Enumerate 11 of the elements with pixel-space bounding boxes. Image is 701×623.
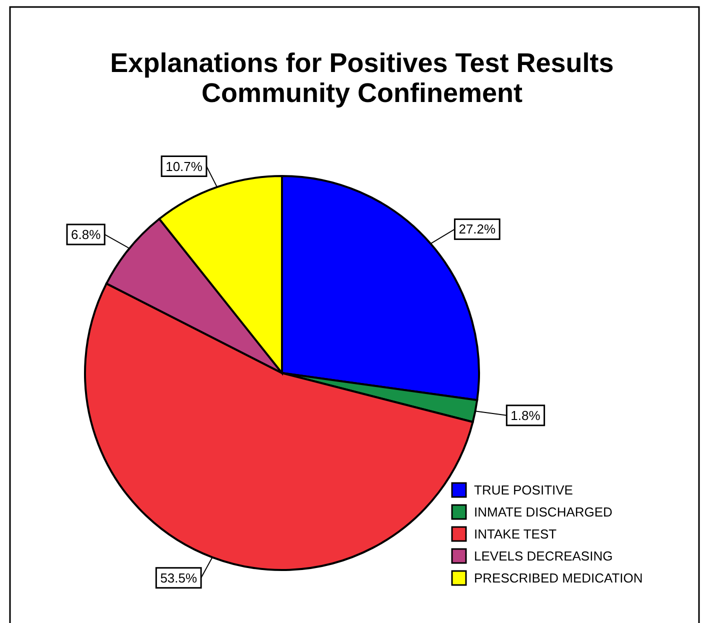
legend-label: LEVELS DECREASING [474, 548, 613, 564]
legend-label: INTAKE TEST [474, 526, 557, 542]
data-label: 1.8% [510, 408, 541, 423]
data-label: 6.8% [71, 226, 102, 242]
legend-label: TRUE POSITIVE [474, 482, 574, 498]
data-label: 10.7% [166, 158, 203, 174]
chart-title: Explanations for Positives Test Results Community Confinement [110, 48, 614, 108]
data-label: 27.2% [458, 222, 496, 237]
legend-label: PRESCRIBED MEDICATION [474, 570, 643, 586]
data-label: 53.5% [160, 570, 198, 586]
legend-label: INMATE DISCHARGED [474, 504, 612, 520]
